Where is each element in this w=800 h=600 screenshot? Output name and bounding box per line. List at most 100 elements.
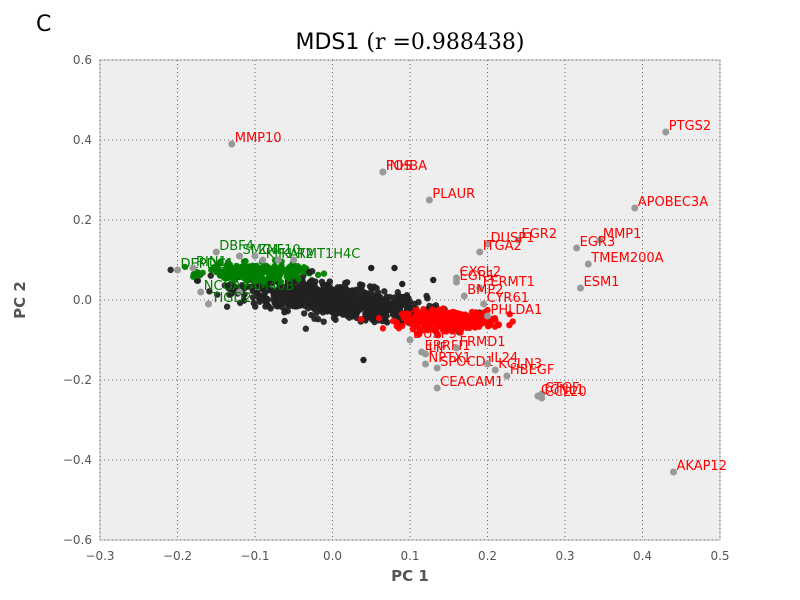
data-point [450, 310, 457, 317]
data-point [399, 322, 406, 330]
point-label: CXCL2 [460, 265, 502, 280]
data-point [181, 263, 189, 271]
chart-title-text: MDS1 [295, 30, 360, 55]
x-tick-label: −0.2 [163, 549, 192, 563]
data-point [319, 281, 327, 288]
data-point [310, 300, 317, 308]
data-point [314, 295, 321, 302]
data-point [240, 297, 248, 304]
data-point [390, 306, 398, 313]
data-point [228, 288, 236, 296]
data-point [230, 277, 238, 284]
labeled-point [484, 240, 491, 248]
data-point [287, 270, 295, 277]
data-point [491, 314, 499, 322]
x-tick-label: 0.3 [555, 549, 574, 563]
data-point [232, 264, 239, 271]
data-point [360, 356, 367, 364]
labeled-point [503, 372, 511, 380]
labeled-point [573, 244, 581, 252]
data-point [482, 317, 490, 325]
labeled-point [484, 312, 491, 320]
data-point [369, 294, 376, 301]
data-point [255, 295, 263, 302]
data-point [318, 301, 326, 309]
labeled-point [379, 168, 387, 176]
labeled-point [433, 384, 441, 392]
data-point [167, 266, 174, 274]
point-label: CEACAM1 [440, 375, 503, 390]
point-label: PTGS2 [669, 119, 711, 134]
point-label: PHLDA1 [491, 303, 543, 318]
labeled-point [534, 392, 542, 400]
data-point [359, 281, 366, 289]
data-point [373, 299, 381, 306]
y-tick-label: 0.4 [73, 133, 92, 147]
data-point [306, 268, 313, 276]
data-point [462, 312, 469, 319]
data-point [381, 288, 388, 295]
point-label: ZNF10 [258, 243, 301, 258]
data-point [244, 283, 252, 290]
data-point [368, 264, 375, 272]
data-point [398, 310, 406, 318]
data-point [256, 274, 263, 282]
data-point [195, 272, 202, 279]
data-point [280, 283, 287, 291]
data-point [190, 273, 197, 280]
labeled-point [453, 278, 460, 286]
data-point [238, 282, 246, 289]
data-point [391, 264, 398, 272]
data-point [300, 310, 308, 317]
data-point [403, 318, 411, 325]
point-label: NPTX1 [429, 351, 472, 366]
data-point [339, 310, 347, 317]
data-point [466, 324, 473, 332]
data-point [362, 302, 370, 309]
data-point [223, 303, 231, 310]
data-point [399, 280, 406, 288]
data-point [343, 279, 351, 286]
labeled-point [584, 260, 592, 268]
point-label: MMP10 [235, 131, 282, 146]
data-point [381, 299, 389, 307]
point-label: APOBEC3A [638, 195, 708, 210]
point-label: DUSP5 [413, 327, 457, 342]
data-point [214, 267, 221, 275]
data-point [509, 318, 516, 325]
point-label: ITGA2 [483, 239, 522, 254]
data-point [357, 306, 364, 313]
point-label: SMC4 [243, 243, 280, 258]
labeled-point [515, 236, 522, 244]
labeled-point [259, 256, 267, 264]
data-point [261, 284, 269, 292]
data-point [343, 295, 350, 302]
labeled-point [174, 266, 181, 274]
data-point [416, 312, 423, 320]
data-point [293, 284, 300, 291]
labeled-point [577, 284, 584, 292]
y-tick-label: −0.6 [63, 533, 92, 547]
labeled-point [212, 248, 220, 256]
data-point [241, 291, 248, 298]
point-label: CTGF [545, 381, 580, 396]
labeled-point [425, 196, 433, 204]
data-point [460, 323, 467, 331]
data-point [308, 277, 316, 284]
y-tick-label: −0.2 [63, 373, 92, 387]
data-point [346, 314, 353, 321]
data-point [442, 313, 449, 321]
point-label: BMP2 [467, 283, 503, 298]
data-point [291, 290, 298, 298]
data-point [409, 325, 417, 333]
point-label: FERMT1 [483, 275, 535, 290]
data-point [330, 309, 337, 317]
data-point [446, 323, 453, 331]
data-point [358, 316, 365, 323]
point-label: LIF [429, 341, 448, 356]
data-point [299, 286, 306, 293]
data-point [320, 270, 328, 277]
data-point [288, 262, 295, 269]
data-point [246, 267, 254, 274]
data-point [393, 299, 400, 307]
